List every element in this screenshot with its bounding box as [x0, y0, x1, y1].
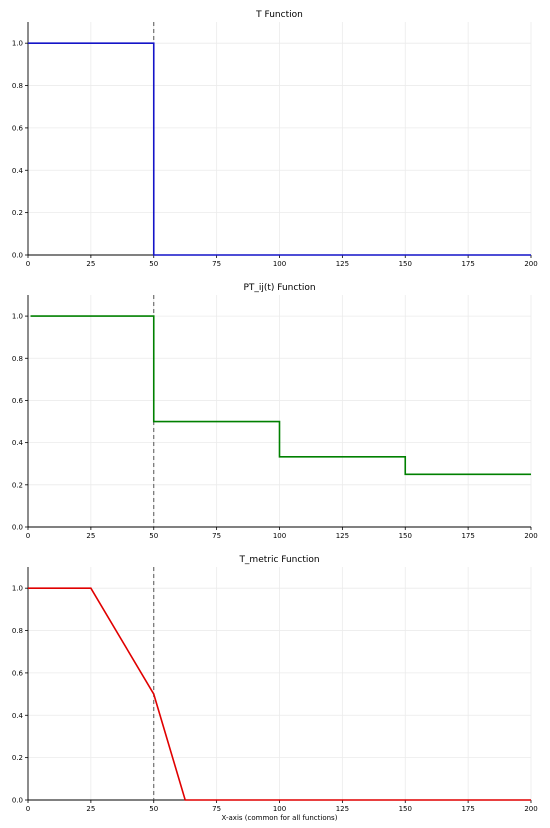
x-tick-label: 0 — [26, 260, 30, 268]
y-tick-label: 0.0 — [12, 252, 23, 260]
x-tick-label: 75 — [212, 260, 221, 268]
x-tick-label: 125 — [336, 532, 349, 540]
y-tick-label: 0.6 — [12, 124, 24, 132]
x-tick-label: 50 — [149, 532, 158, 540]
y-tick-label: 0.2 — [12, 481, 23, 489]
x-tick-label: 100 — [273, 805, 286, 813]
x-tick-label: 125 — [336, 260, 349, 268]
x-tick-label: 75 — [212, 805, 221, 813]
x-tick-label: 175 — [461, 532, 474, 540]
x-tick-label: 150 — [399, 532, 412, 540]
y-tick-label: 0.0 — [12, 797, 23, 805]
series-line — [30, 315, 531, 476]
x-tick-label: 125 — [336, 805, 349, 813]
x-tick-label: 50 — [149, 260, 158, 268]
x-tick-label: 0 — [26, 532, 30, 540]
y-tick-label: 0.6 — [12, 397, 24, 405]
x-tick-label: 0 — [26, 805, 30, 813]
x-tick-label: 150 — [399, 805, 412, 813]
x-tick-label: 200 — [524, 805, 537, 813]
x-axis-label: X-axis (common for all functions) — [222, 814, 338, 822]
x-tick-label: 50 — [149, 805, 158, 813]
y-tick-label: 0.2 — [12, 209, 23, 217]
series-line — [28, 587, 531, 801]
x-tick-label: 25 — [86, 805, 95, 813]
chart-panel-2: PT_ij(t) Function 0 25 50 75 100 125 150 175 200 0… — [12, 283, 538, 540]
chart-panel-1: T Function 0 25 50 75 100 125 150 175 200 0.0 0.2 0.… — [12, 10, 538, 268]
x-tick-label: 75 — [212, 532, 221, 540]
chart-title: T Function — [255, 10, 303, 20]
y-tick-label: 1.0 — [12, 40, 23, 48]
y-tick-label: 0.8 — [12, 627, 23, 635]
x-tick-label: 100 — [273, 260, 286, 268]
y-tick-label: 0.4 — [12, 167, 24, 175]
x-tick-label: 100 — [273, 532, 286, 540]
y-tick-label: 0.0 — [12, 524, 23, 532]
y-tick-label: 1.0 — [12, 585, 23, 593]
x-tick-label: 200 — [524, 532, 537, 540]
y-tick-label: 0.8 — [12, 355, 23, 363]
x-tick-label: 175 — [461, 805, 474, 813]
y-tick-label: 0.4 — [12, 439, 24, 447]
series-line — [28, 42, 531, 256]
chart-title: T_metric Function — [238, 555, 319, 565]
y-tick-label: 0.6 — [12, 669, 24, 677]
x-tick-label: 200 — [524, 260, 537, 268]
chart-title: PT_ij(t) Function — [243, 283, 315, 293]
y-tick-label: 0.2 — [12, 754, 23, 762]
y-tick-label: 1.0 — [12, 313, 23, 321]
x-tick-label: 150 — [399, 260, 412, 268]
x-tick-label: 25 — [86, 532, 95, 540]
y-tick-label: 0.8 — [12, 82, 23, 90]
y-tick-label: 0.4 — [12, 712, 24, 720]
x-tick-label: 25 — [86, 260, 95, 268]
chart-panel-3: T_metric Function 0 25 50 75 100 125 150 175 200 0… — [12, 555, 538, 822]
x-tick-label: 175 — [461, 260, 474, 268]
